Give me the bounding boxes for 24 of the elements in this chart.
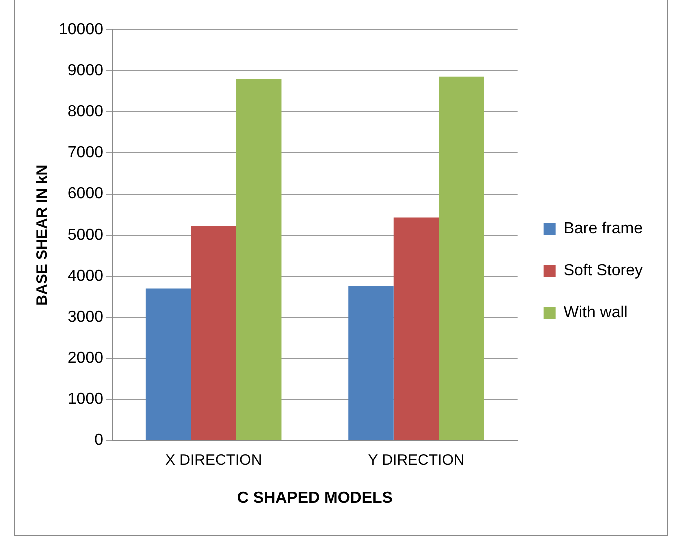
- y-tick-label: 7000: [68, 144, 104, 162]
- bar: [439, 76, 484, 440]
- bar: [394, 218, 440, 440]
- legend-label: Bare frame: [564, 220, 644, 238]
- y-tick-label: 10000: [58, 21, 104, 38]
- y-tick-label: 1000: [68, 391, 104, 408]
- x-axis-title: C SHAPED MODELS: [237, 490, 394, 507]
- bar: [191, 226, 236, 440]
- y-tick-label: 8000: [68, 104, 104, 121]
- bar: [348, 286, 394, 440]
- bar: [236, 79, 282, 440]
- y-tick-label: 0: [94, 432, 104, 450]
- y-axis-title: BASE SHEAR IN kN: [34, 164, 52, 306]
- x-tick-label: X DIRECTION: [165, 452, 262, 469]
- legend-label: With wall: [564, 304, 628, 322]
- y-tick-label: 2000: [68, 350, 104, 368]
- y-tick-label: 3000: [68, 308, 104, 326]
- legend-label: Soft Storey: [564, 262, 644, 280]
- y-tick-label: 4000: [68, 268, 104, 285]
- y-tick-label: 5000: [68, 226, 104, 244]
- bar: [146, 288, 192, 440]
- y-tick-label: 6000: [68, 186, 104, 203]
- y-tick-label: 9000: [68, 62, 104, 80]
- x-tick-label: Y DIRECTION: [368, 452, 465, 469]
